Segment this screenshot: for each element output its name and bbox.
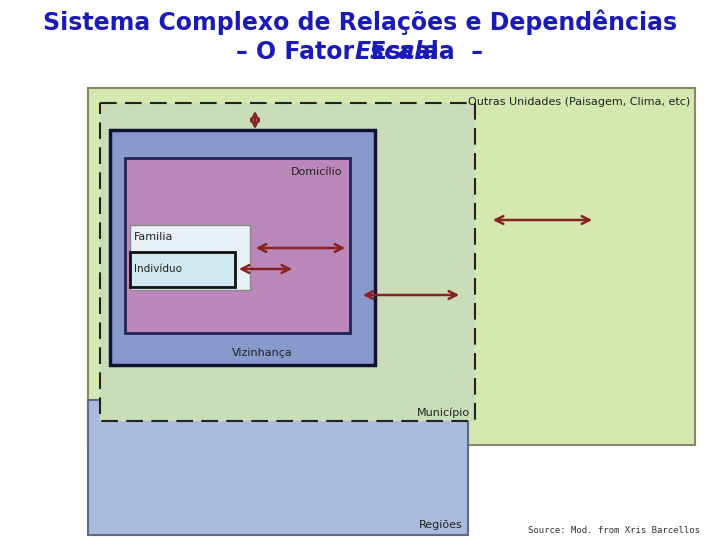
Bar: [100, 103, 475, 421]
Bar: [130, 225, 250, 290]
Text: Familia: Familia: [134, 232, 174, 242]
Text: Vizinhança: Vizinhança: [232, 348, 292, 358]
Bar: [130, 252, 235, 287]
Text: Regiões: Regiões: [419, 520, 463, 530]
Bar: [88, 88, 695, 445]
Text: Sistema Complexo de Relações e Dependências: Sistema Complexo de Relações e Dependênc…: [43, 9, 677, 35]
Text: Source: Mod. from Xris Barcellos: Source: Mod. from Xris Barcellos: [528, 526, 700, 535]
Bar: [100, 103, 475, 421]
Bar: [88, 400, 468, 535]
Text: Escala: Escala: [355, 40, 439, 64]
Text: Indivíduo: Indivíduo: [134, 264, 182, 274]
Bar: [125, 158, 350, 333]
Bar: [110, 130, 375, 365]
Text: Domicílio: Domicílio: [290, 167, 342, 177]
Text: Outras Unidades (Paisagem, Clima, etc): Outras Unidades (Paisagem, Clima, etc): [468, 97, 690, 107]
Text: – O Fator  Escala  –: – O Fator Escala –: [236, 40, 484, 64]
Text: Município: Município: [417, 408, 470, 418]
